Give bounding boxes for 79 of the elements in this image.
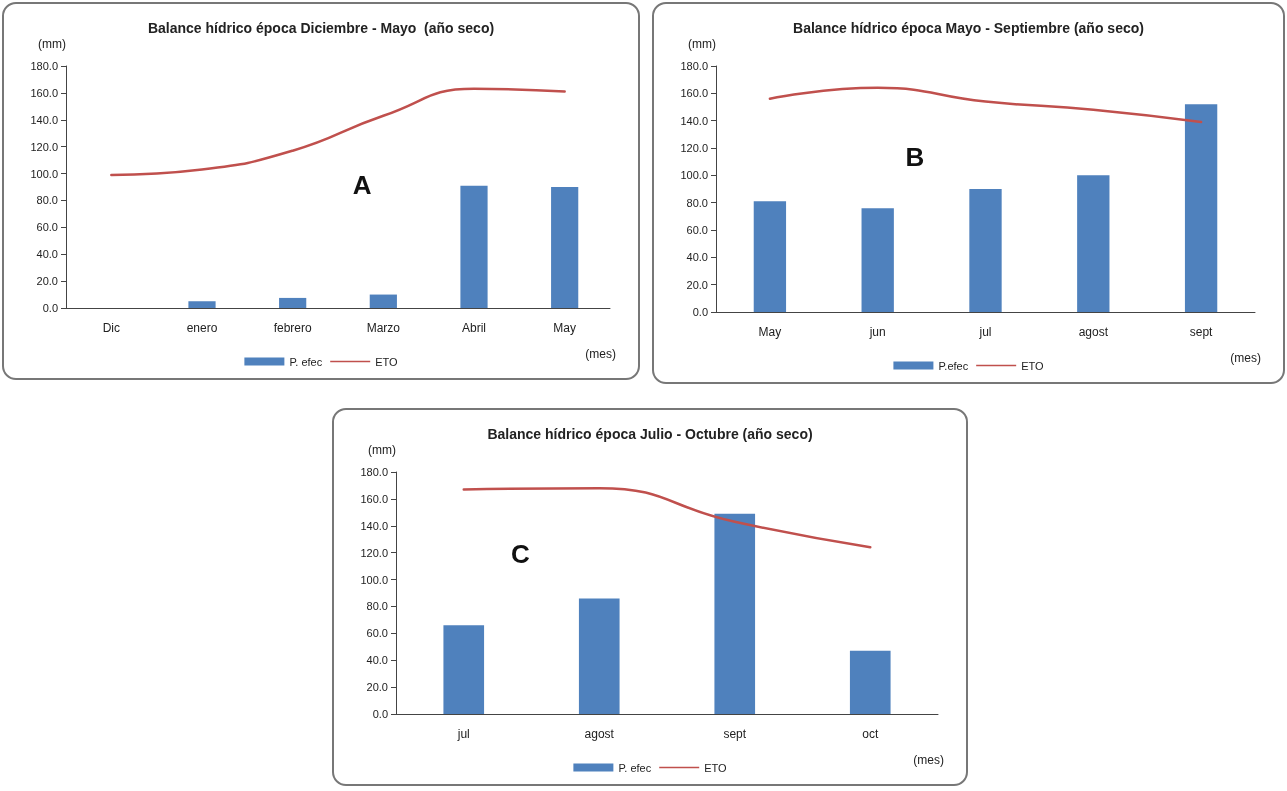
- y-tick-label: 140.0: [360, 519, 388, 532]
- y-tick-label: 80.0: [686, 196, 708, 209]
- y-tick-label: 180.0: [360, 466, 388, 478]
- y-axis-title: (mm): [368, 443, 396, 457]
- x-axis-title: (mes): [913, 753, 945, 767]
- y-tick-label: 160.0: [30, 86, 58, 99]
- y-tick-label: 40.0: [36, 248, 58, 261]
- y-tick-label: 180.0: [680, 60, 708, 72]
- y-tick-label: 20.0: [366, 681, 388, 694]
- y-tick-label: 0.0: [692, 306, 708, 318]
- y-tick-label: 60.0: [686, 224, 708, 236]
- bar: [714, 513, 756, 714]
- y-tick-label: 140.0: [30, 113, 58, 126]
- line-series: [110, 87, 566, 177]
- x-tick-label: Dic: [102, 321, 121, 335]
- x-tick-label: jun: [868, 325, 886, 339]
- bar: [1077, 175, 1110, 312]
- bar: [279, 297, 307, 308]
- line-series: [768, 86, 1203, 124]
- annotation: C: [510, 538, 530, 569]
- y-tick-label: 160.0: [680, 87, 708, 100]
- y-tick-label: 140.0: [680, 114, 708, 127]
- bar: [861, 208, 894, 312]
- chart-title: Balance hídrico época Julio - Octubre (año seco): [487, 426, 813, 442]
- y-tick-label: 20.0: [36, 275, 58, 288]
- y-tick-label: 60.0: [36, 221, 58, 234]
- bar: [443, 625, 485, 714]
- y-tick-label: 20.0: [686, 278, 708, 291]
- bar: [188, 301, 216, 308]
- annotation: B: [905, 141, 925, 172]
- y-tick-label: 60.0: [366, 627, 388, 640]
- x-tick-label: Marzo: [366, 321, 401, 335]
- annotation: A: [352, 170, 372, 201]
- x-tick-label: jul: [978, 325, 992, 339]
- y-tick-label: 100.0: [360, 573, 388, 586]
- legend-label: P. efec: [289, 355, 323, 368]
- chart-title: Balance hídrico época Diciembre - Mayo (año seco): [147, 20, 495, 36]
- bar: [369, 294, 397, 308]
- y-tick-label: 40.0: [366, 654, 388, 667]
- x-tick-label: sept: [723, 727, 747, 741]
- x-tick-label: May: [553, 321, 576, 335]
- y-tick-label: 120.0: [30, 140, 58, 153]
- bar: [1184, 104, 1218, 312]
- bar: [551, 187, 579, 308]
- legend-label: P.efec: [938, 359, 969, 372]
- x-tick-label: febrero: [273, 321, 312, 335]
- bar: [849, 650, 891, 714]
- x-tick-label: May: [758, 325, 782, 339]
- y-tick-label: 100.0: [680, 169, 708, 182]
- legend-label: ETO: [704, 761, 728, 774]
- y-tick-label: 120.0: [680, 142, 708, 154]
- y-tick-label: 40.0: [686, 251, 708, 264]
- y-tick-label: 80.0: [36, 194, 58, 207]
- legend-label: ETO: [375, 355, 399, 368]
- y-tick-label: 100.0: [30, 167, 58, 180]
- bar: [460, 185, 488, 308]
- bar: [969, 189, 1002, 312]
- x-axis-title: (mes): [1230, 351, 1262, 365]
- y-tick-label: 160.0: [360, 492, 388, 505]
- x-tick-label: agost: [1078, 325, 1109, 339]
- x-tick-label: agost: [584, 727, 615, 741]
- y-tick-label: 180.0: [30, 60, 58, 72]
- bar: [578, 598, 620, 714]
- y-axis-title: (mm): [688, 37, 716, 51]
- legend-label: P. efec: [618, 761, 652, 774]
- chart-title: Balance hídrico época Mayo - Septiembre (año seco): [793, 20, 1144, 36]
- x-tick-label: sept: [1189, 325, 1214, 339]
- y-tick-label: 120.0: [360, 546, 388, 559]
- x-tick-label: Abril: [461, 321, 487, 335]
- x-tick-label: enero: [186, 321, 218, 335]
- y-tick-label: 0.0: [42, 302, 58, 314]
- bar: [753, 201, 787, 312]
- y-axis-title: (mm): [38, 37, 66, 51]
- legend-label: ETO: [1021, 359, 1045, 372]
- x-tick-label: jul: [456, 727, 470, 741]
- y-tick-label: 80.0: [366, 600, 388, 613]
- y-tick-label: 0.0: [372, 708, 388, 720]
- x-tick-label: oct: [862, 727, 879, 741]
- x-axis-title: (mes): [585, 347, 617, 361]
